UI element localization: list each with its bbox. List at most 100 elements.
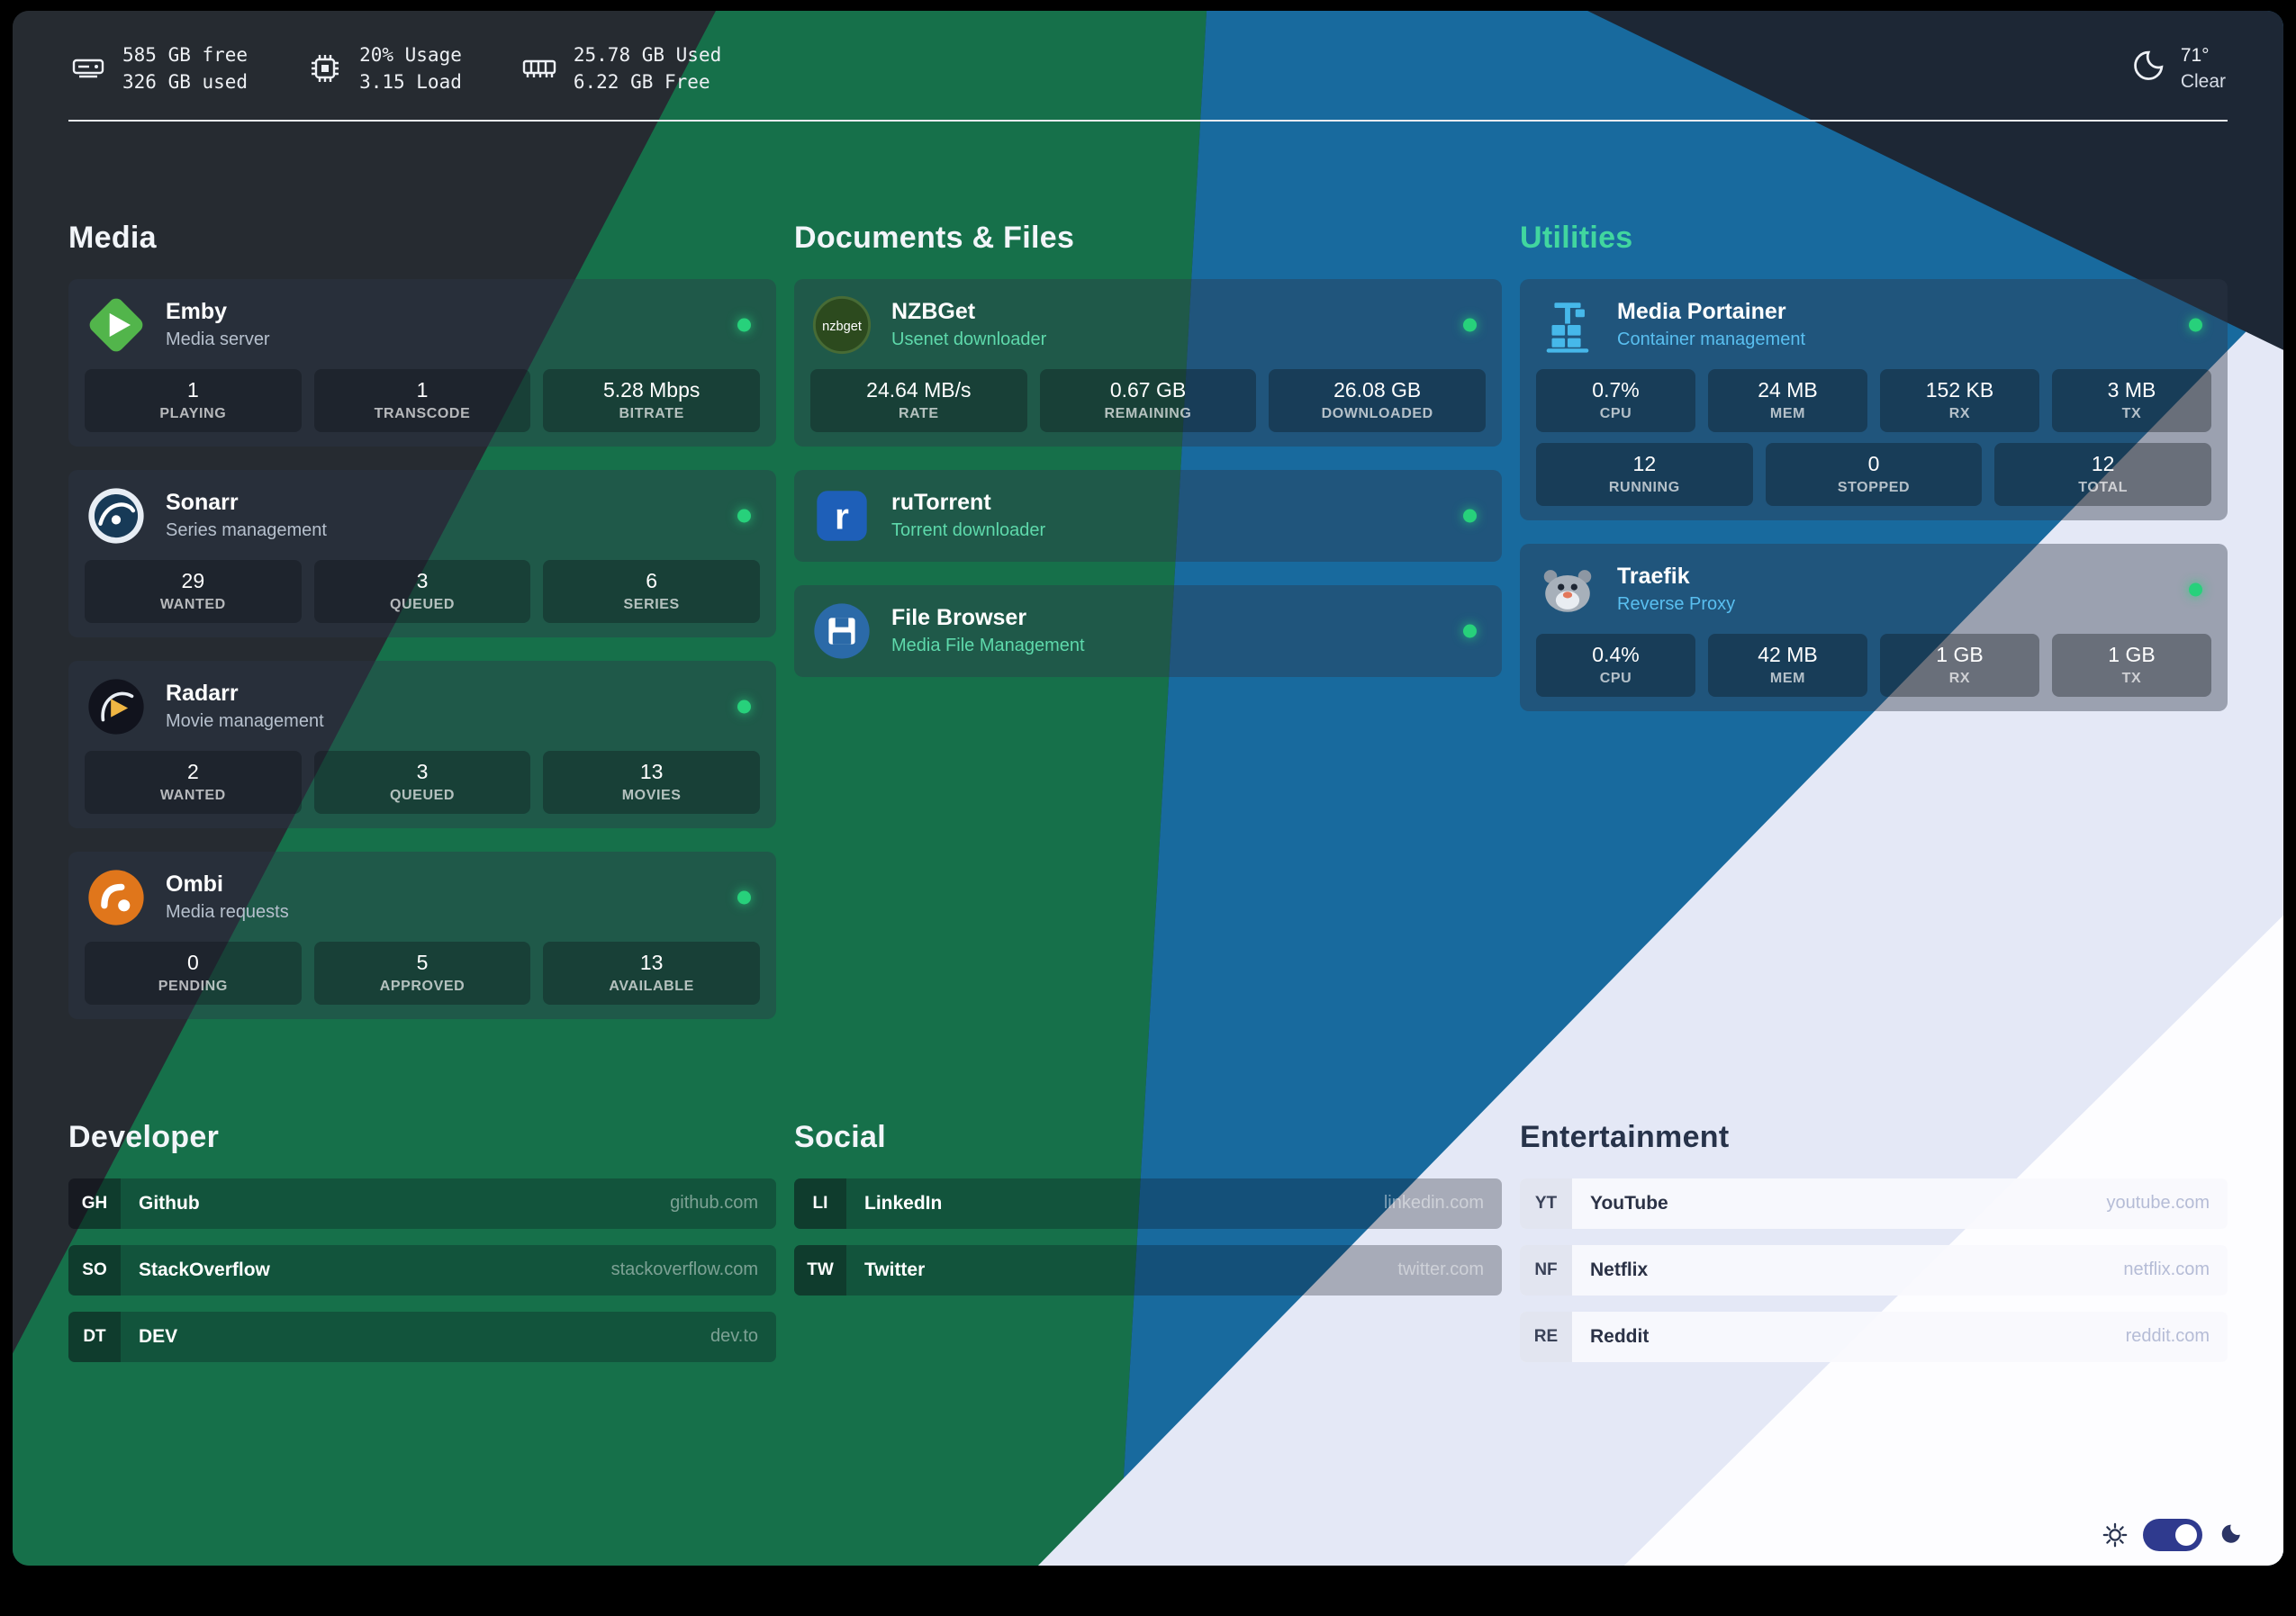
sun-icon[interactable] xyxy=(2102,1521,2129,1548)
bookmark-name: Twitter xyxy=(864,1259,926,1280)
bookmark-url: youtube.com xyxy=(2106,1193,2210,1214)
service-card-sonarr[interactable]: Sonarr Series management 29 WANTED 3 QUE… xyxy=(68,469,776,637)
sonarr-stat-wanted: 29 WANTED xyxy=(85,559,302,623)
bookmark-url: reddit.com xyxy=(2125,1326,2210,1347)
nzbget-stat-downloaded: 26.08 GB DOWNLOADED xyxy=(1269,368,1487,432)
section-documents-files: Documents & Files nzbget NZBGet xyxy=(794,221,1502,1019)
status-dot xyxy=(1463,318,1477,332)
bookmark-url: linkedin.com xyxy=(1383,1193,1484,1214)
memory-icon xyxy=(521,50,557,86)
service-card-radarr[interactable]: Radarr Movie management 2 WANTED 3 QUEUE… xyxy=(68,660,776,828)
bookmark-abbr: DT xyxy=(68,1311,121,1362)
status-bar: 585 GB free 326 GB used 20% Usage xyxy=(68,11,2228,122)
portainer-stat-running: 12 RUNNING xyxy=(1536,442,1753,506)
service-card-ombi[interactable]: Ombi Media requests 0 PENDING 5 APPROVED xyxy=(68,851,776,1019)
section-utilities: Utilities xyxy=(1520,221,2228,1019)
service-card-nzbget[interactable]: nzbget NZBGet Usenet downloader 24.64 MB… xyxy=(794,278,1502,447)
service-subtitle: Media server xyxy=(166,330,270,350)
bookmark-dev[interactable]: DT DEV dev.to xyxy=(68,1311,776,1362)
sonarr-icon xyxy=(85,484,148,547)
traefik-stat-cpu: 0.4% CPU xyxy=(1536,633,1695,697)
bookmark-url: github.com xyxy=(670,1193,758,1214)
bookmark-reddit[interactable]: RE Reddit reddit.com xyxy=(1520,1311,2228,1362)
service-subtitle: Movie management xyxy=(166,711,324,732)
ombi-stat-approved: 5 APPROVED xyxy=(313,941,531,1005)
service-subtitle: Reverse Proxy xyxy=(1617,594,1736,615)
emby-stat-bitrate: 5.28 Mbps BITRATE xyxy=(543,368,761,432)
section-entertainment: Entertainment YT YouTube youtube.com NF … xyxy=(1520,1120,2228,1362)
emby-stat-transcode: 1 TRANSCODE xyxy=(313,368,531,432)
dashboard-grid: Media Emby Media server xyxy=(68,122,2228,1362)
bookmark-name: YouTube xyxy=(1590,1192,1668,1214)
service-subtitle: Container management xyxy=(1617,330,1806,350)
bookmark-twitter[interactable]: TW Twitter twitter.com xyxy=(794,1244,1502,1296)
service-card-emby[interactable]: Emby Media server 1 PLAYING 1 TRANSCODE xyxy=(68,278,776,447)
section-title-utilities: Utilities xyxy=(1520,220,1633,255)
bookmark-github[interactable]: GH Github github.com xyxy=(68,1178,776,1229)
service-subtitle: Series management xyxy=(166,520,327,541)
theme-switch[interactable] xyxy=(2143,1519,2202,1551)
section-media: Media Emby Media server xyxy=(68,221,776,1019)
service-subtitle: Torrent downloader xyxy=(891,520,1046,541)
service-name: Emby xyxy=(166,299,228,325)
portainer-icon xyxy=(1536,293,1599,357)
bookmark-abbr: SO xyxy=(68,1244,121,1296)
section-title-entertainment: Entertainment xyxy=(1520,1119,1730,1154)
disk-icon xyxy=(70,50,106,86)
service-name: Radarr xyxy=(166,681,239,707)
rutorrent-icon: r xyxy=(810,484,873,547)
traefik-stat-tx: 1 GB TX xyxy=(2052,633,2211,697)
portainer-stat-stopped: 0 STOPPED xyxy=(1765,442,1983,506)
service-card-rutorrent[interactable]: r ruTorrent Torrent downloader xyxy=(794,469,1502,562)
diagonal-wallpaper xyxy=(13,11,2283,1566)
service-name: Traefik xyxy=(1617,564,1690,590)
section-title-social: Social xyxy=(794,1119,886,1154)
bookmark-abbr: RE xyxy=(1520,1311,1572,1362)
filebrowser-icon xyxy=(810,600,873,663)
sonarr-stat-queued: 3 QUEUED xyxy=(313,559,531,623)
bookmark-stackoverflow[interactable]: SO StackOverflow stackoverflow.com xyxy=(68,1244,776,1296)
service-card-filebrowser[interactable]: File Browser Media File Management xyxy=(794,584,1502,677)
service-name: Ombi xyxy=(166,871,223,898)
bookmark-abbr: YT xyxy=(1520,1178,1572,1229)
bookmark-youtube[interactable]: YT YouTube youtube.com xyxy=(1520,1178,2228,1229)
service-subtitle: Media File Management xyxy=(891,636,1085,656)
bookmark-abbr: TW xyxy=(794,1244,846,1296)
bookmark-linkedin[interactable]: LI LinkedIn linkedin.com xyxy=(794,1178,1502,1229)
theme-toggle xyxy=(2102,1519,2242,1551)
status-dot xyxy=(737,509,751,523)
portainer-stat-mem: 24 MB MEM xyxy=(1708,368,1867,432)
status-dot xyxy=(737,318,751,332)
traefik-icon xyxy=(1536,558,1599,621)
service-name: ruTorrent xyxy=(891,490,991,516)
bookmark-name: StackOverflow xyxy=(139,1259,270,1280)
emby-stat-playing: 1 PLAYING xyxy=(85,368,302,432)
service-card-traefik[interactable]: Traefik Reverse Proxy 0.4% CPU 42 MB MEM xyxy=(1520,543,2228,711)
portainer-stat-cpu: 0.7% CPU xyxy=(1536,368,1695,432)
service-card-portainer[interactable]: Media Portainer Container management 0.7… xyxy=(1520,278,2228,520)
dashboard-screen: 585 GB free 326 GB used 20% Usage xyxy=(13,11,2283,1566)
bookmark-url: dev.to xyxy=(710,1326,758,1347)
bookmark-url: stackoverflow.com xyxy=(610,1259,758,1280)
status-dot xyxy=(1463,624,1477,638)
radarr-stat-queued: 3 QUEUED xyxy=(313,750,531,814)
nzbget-icon: nzbget xyxy=(810,293,873,357)
status-dot xyxy=(1463,509,1477,523)
crescent-moon-icon xyxy=(2127,50,2165,87)
sonarr-stat-series: 6 SERIES xyxy=(543,559,761,623)
service-name: NZBGet xyxy=(891,299,976,325)
portainer-stat-rx: 152 KB RX xyxy=(1880,368,2039,432)
cpu-stats: 20% Usage 3.15 Load xyxy=(307,41,462,96)
portainer-stat-tx: 3 MB TX xyxy=(2052,368,2211,432)
cpu-load: 3.15 Load xyxy=(359,71,462,94)
theme-switch-knob xyxy=(2175,1524,2197,1546)
ombi-stat-pending: 0 PENDING xyxy=(85,941,302,1005)
disk-free: 585 GB free xyxy=(122,44,249,66)
ombi-stat-available: 13 AVAILABLE xyxy=(543,941,761,1005)
bookmark-name: Github xyxy=(139,1192,200,1214)
svg-text:r: r xyxy=(835,495,849,537)
bookmark-netflix[interactable]: NF Netflix netflix.com xyxy=(1520,1244,2228,1296)
status-dot xyxy=(737,890,751,905)
moon-icon[interactable] xyxy=(2217,1522,2242,1548)
emby-icon xyxy=(85,293,148,357)
